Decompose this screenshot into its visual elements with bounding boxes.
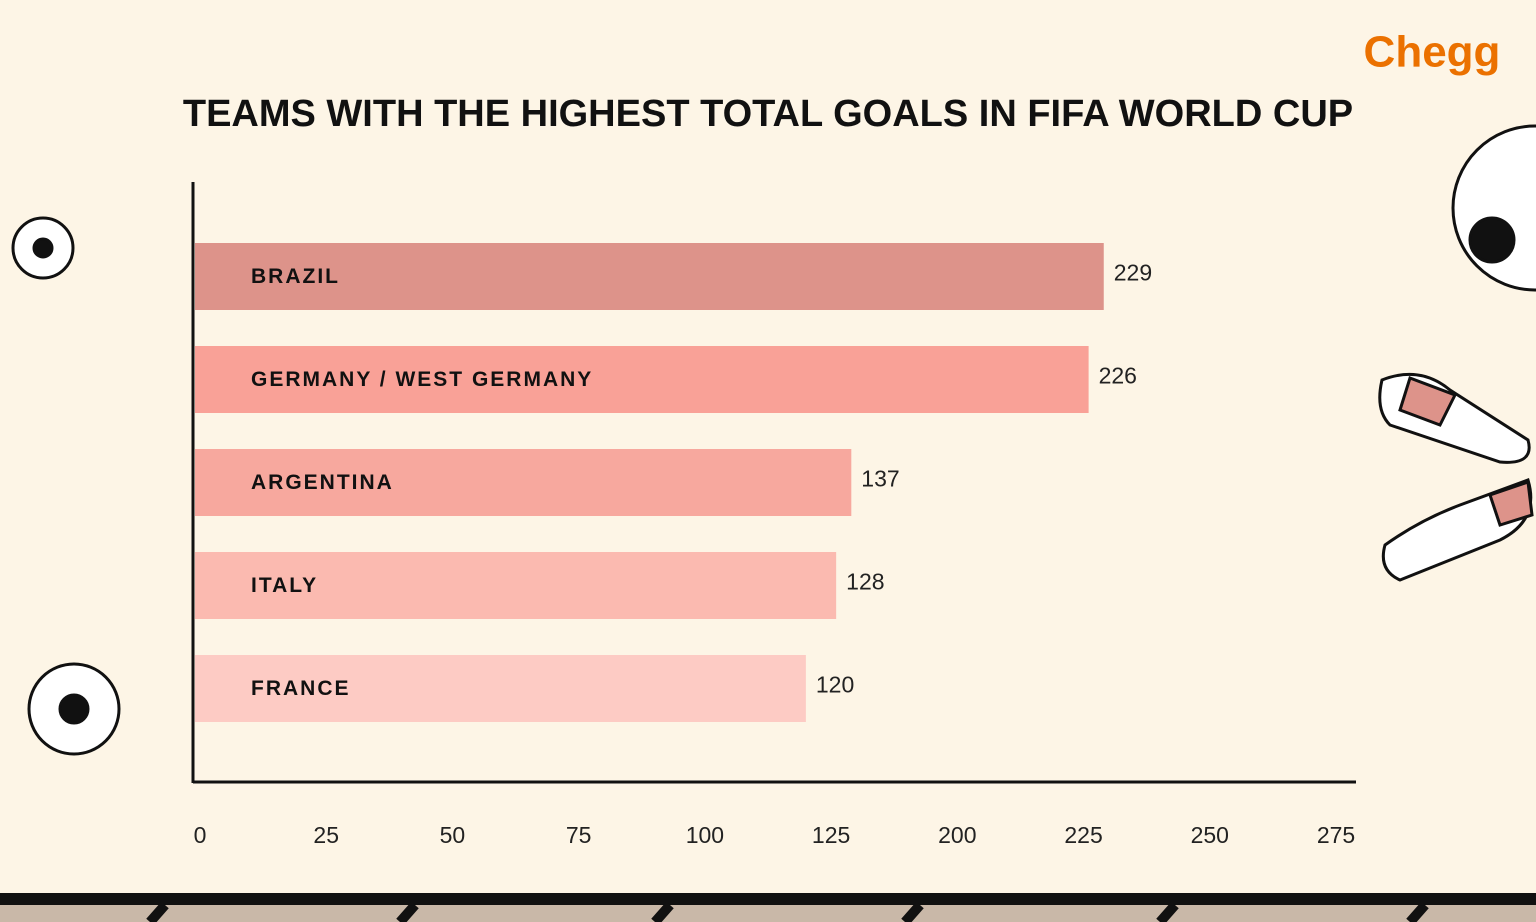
value-label: 128 (846, 569, 884, 595)
bar (195, 552, 837, 619)
x-tick-label: 75 (566, 822, 592, 848)
x-tick-label: 50 (440, 822, 466, 848)
value-label: 226 (1099, 363, 1137, 389)
x-tick-label: 250 (1191, 822, 1229, 848)
footer-stripe (0, 893, 1536, 922)
bar (195, 655, 806, 722)
bar-label: GERMANY / WEST GERMANY (251, 368, 593, 391)
bar (195, 243, 1104, 310)
x-tick-label: 225 (1064, 822, 1102, 848)
bar (195, 449, 852, 516)
x-tick-label: 0 (194, 822, 207, 848)
x-tick-label: 100 (686, 822, 724, 848)
x-tick-label: 25 (313, 822, 339, 848)
x-tick-label: 200 (938, 822, 976, 848)
x-tick-label: 125 (812, 822, 850, 848)
x-tick-label: 275 (1317, 822, 1355, 848)
bar-label: ITALY (251, 574, 318, 597)
brand-logo: Chegg (1364, 28, 1501, 77)
bar-label: ARGENTINA (251, 471, 394, 494)
bar-label: FRANCE (251, 677, 351, 700)
value-label: 229 (1114, 260, 1152, 286)
bar-label: BRAZIL (251, 265, 340, 288)
bar (195, 346, 1089, 413)
decoration (11, 124, 1536, 756)
chart-title: TEAMS WITH THE HIGHEST TOTAL GOALS IN FI… (183, 93, 1353, 135)
value-label: 137 (861, 466, 899, 492)
value-label: 120 (816, 672, 854, 698)
